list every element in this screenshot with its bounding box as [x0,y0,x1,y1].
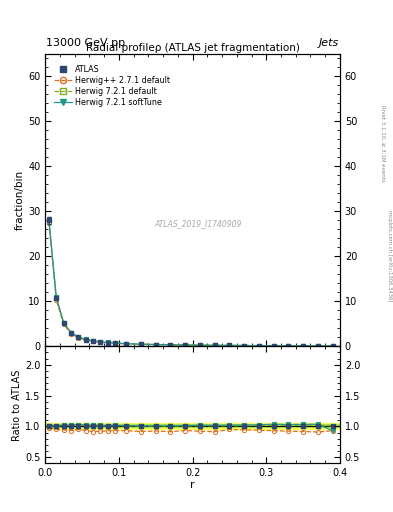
Text: Jets: Jets [318,37,339,48]
Legend: ATLAS, Herwig++ 2.7.1 default, Herwig 7.2.1 default, Herwig 7.2.1 softTune: ATLAS, Herwig++ 2.7.1 default, Herwig 7.… [52,63,171,109]
Title: Radial profileρ (ATLAS jet fragmentation): Radial profileρ (ATLAS jet fragmentation… [86,43,299,53]
Y-axis label: fraction/bin: fraction/bin [15,170,25,230]
X-axis label: r: r [190,480,195,489]
Text: 13000 GeV pp: 13000 GeV pp [46,37,125,48]
Text: ATLAS_2019_I1740909: ATLAS_2019_I1740909 [155,219,242,228]
Text: Rivet 3.1.10, ≥ 3.1M events: Rivet 3.1.10, ≥ 3.1M events [381,105,386,182]
Y-axis label: Ratio to ATLAS: Ratio to ATLAS [12,369,22,440]
Text: mcplots.cern.ch [arXiv:1306.3436]: mcplots.cern.ch [arXiv:1306.3436] [387,210,392,302]
